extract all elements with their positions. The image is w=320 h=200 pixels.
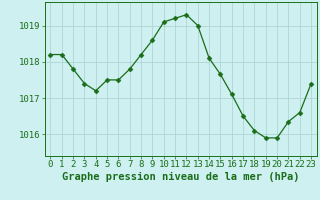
X-axis label: Graphe pression niveau de la mer (hPa): Graphe pression niveau de la mer (hPa) (62, 172, 300, 182)
